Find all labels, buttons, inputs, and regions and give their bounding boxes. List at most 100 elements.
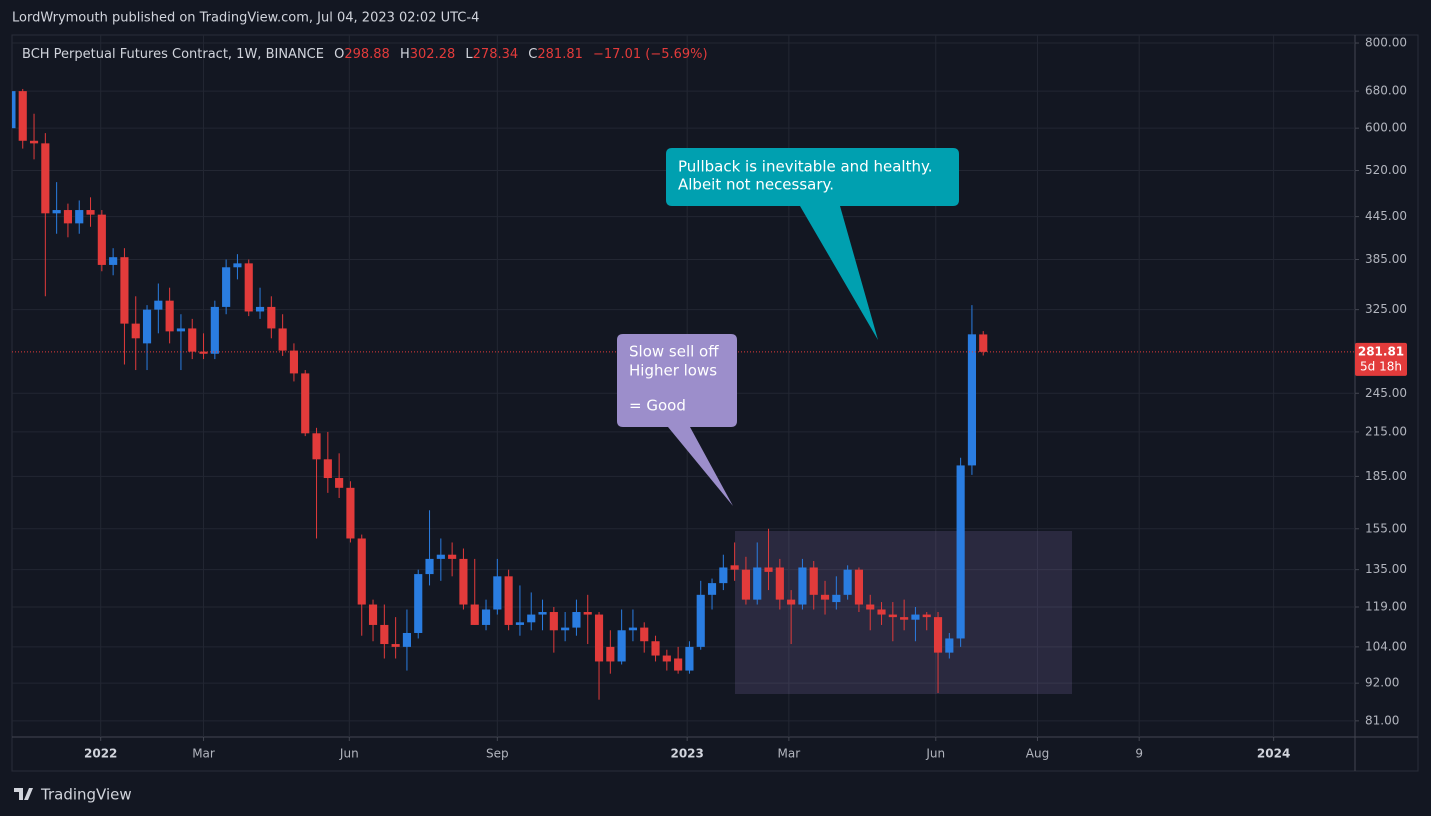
legend-value: 298.88 [344,47,390,62]
x-tick-label: 2022 [84,747,117,761]
candle-body [301,373,310,434]
candle-body [979,334,988,352]
candle-body [63,210,73,224]
y-tick-label: 215.00 [1365,424,1407,438]
candle-body [809,567,818,595]
candle-body [459,558,468,605]
candle-body [109,257,118,265]
y-tick-label: 600.00 [1365,121,1407,135]
legend-key: L [465,47,473,62]
y-tick-label: 104.00 [1365,639,1407,653]
legend-value: 302.28 [410,47,456,62]
x-tick-label: Mar [192,747,215,761]
candle-body [346,487,355,539]
legend-value: 281.81 [537,47,583,62]
candle-body [606,646,615,662]
candle-body [967,334,976,466]
candle-body [436,554,445,559]
candle-body [628,627,638,631]
candle-body [289,350,299,374]
candle-body [911,614,920,620]
candle-body [674,658,683,671]
candle-body [165,300,174,332]
y-tick-label: 135.00 [1365,562,1407,576]
callout-text: Higher lows [629,362,717,380]
candle-body [357,538,366,605]
candle-body [131,323,140,339]
candle-body [142,309,152,344]
candle-body [662,655,671,662]
legend-change: −17.01 (−5.69%) [593,47,708,62]
x-tick-label: 9 [1135,747,1143,761]
candle-body [877,609,886,615]
callout-sell-off [617,334,737,506]
candle-body [527,614,536,623]
candle-body [176,328,186,332]
candle-body [267,306,276,329]
candle-body [481,609,491,625]
candle-body [199,351,208,354]
x-tick-label: Aug [1026,747,1049,761]
candle-body [787,599,796,605]
candle-body [414,574,423,633]
candle-body [255,306,265,312]
callout-text: Albeit not necessary. [678,176,834,194]
y-tick-label: 385.00 [1365,252,1407,266]
candle-body [335,478,344,488]
candle-body [572,612,581,628]
candle-body [402,632,412,647]
candle-body [233,263,242,268]
candle-body [210,306,219,354]
candle-body [843,569,852,595]
candle-body [312,433,321,460]
candle-body [561,627,570,631]
candle-body [775,567,784,600]
y-tick-label: 155.00 [1365,521,1407,535]
candle-body [832,594,841,603]
candle-body [493,576,502,610]
candle-body [278,328,287,351]
x-tick-label: Sep [486,747,509,761]
candle-body [956,465,965,639]
last-price-label: 281.81 [1358,344,1404,358]
candle-body [854,569,863,605]
symbol-title: BCH Perpetual Futures Contract, 1W, BINA… [22,47,324,62]
y-tick-label: 245.00 [1365,386,1407,400]
candle-body [41,143,50,214]
legend-key: O [334,47,344,62]
candle-body [685,646,694,671]
candle-body [29,140,39,144]
callout-text: Pullback is inevitable and healthy. [678,158,932,176]
legend-key: H [400,47,410,62]
callout-pullback [666,148,959,340]
countdown-label: 5d 18h [1360,359,1402,373]
candle-body [12,91,16,129]
candle-body [368,604,378,625]
candle-body [244,263,253,312]
candle-body [922,614,931,618]
candle-body [594,614,604,662]
x-tick-label: Mar [778,747,801,761]
candle-body [933,617,943,653]
y-tick-label: 119.00 [1365,600,1407,614]
candle-body [866,604,875,610]
candle-body [651,641,660,656]
last-price-box [1355,342,1407,376]
candle-body [549,612,558,631]
candle-body [86,210,95,215]
legend-key: C [528,47,537,62]
legend-value: 278.34 [473,47,519,62]
candle-body [75,210,84,224]
candle-body [888,614,897,618]
candle-body [741,569,751,600]
candle-body [730,565,739,570]
legend: BCH Perpetual Futures Contract, 1W, BINA… [22,47,708,62]
candle-body [719,567,728,584]
brand: TradingView [40,786,132,804]
candle-body [120,257,129,324]
logo-mark [14,788,33,800]
y-tick-label: 680.00 [1365,84,1407,98]
candle-body [323,459,332,479]
y-tick-label: 92.00 [1365,676,1399,690]
